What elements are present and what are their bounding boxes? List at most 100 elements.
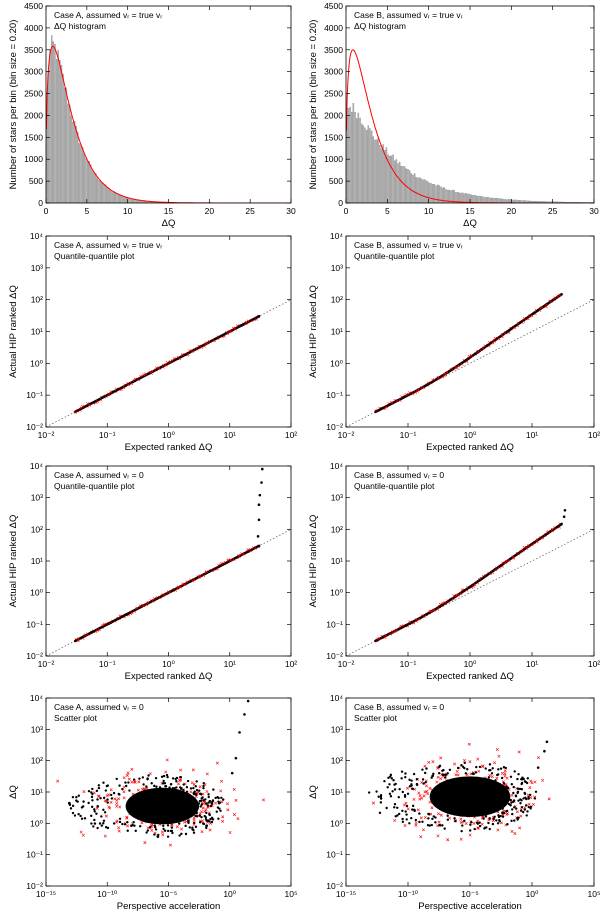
scatter-model-point — [523, 805, 527, 809]
histogram-bar — [478, 195, 480, 203]
histogram-bar — [126, 197, 128, 203]
scatter-point — [533, 797, 537, 800]
scatter-point — [410, 787, 414, 790]
scatter-point — [128, 789, 131, 792]
scatter-point — [154, 828, 158, 831]
scatter-point — [388, 792, 392, 796]
qq-model-point — [504, 559, 509, 564]
scatter-point — [529, 793, 532, 797]
scatter-point — [130, 824, 133, 828]
scatter-point — [118, 793, 121, 796]
scatter-model-point — [464, 821, 468, 825]
scatter-model-point — [236, 817, 240, 821]
histogram-bar — [471, 195, 474, 203]
scatter-point — [502, 782, 506, 785]
y-axis-label: Actual HIP ranked ΔQ — [308, 285, 319, 378]
scatter-point — [460, 764, 463, 767]
scatter-point — [100, 815, 103, 818]
panel-title-line: Quantile-quantile plot — [354, 481, 435, 491]
x-tick-label: 10² — [588, 430, 600, 440]
scatter-model-point — [81, 833, 85, 837]
scatter-model-point — [423, 815, 427, 820]
scatter-model-point — [526, 793, 530, 797]
scatter-point — [214, 796, 217, 800]
histogram-bar — [72, 121, 74, 203]
y-tick-label: 3000 — [24, 67, 43, 77]
histogram-bar — [116, 193, 118, 203]
scatter-model-point — [541, 778, 545, 782]
scatter-point — [80, 817, 84, 820]
x-axis-label: Expected ranked ΔQ — [426, 442, 514, 453]
scatter-point — [414, 818, 418, 822]
histogram-bar — [423, 179, 426, 203]
scatter-model-point — [176, 782, 181, 786]
scatter-model-point — [226, 808, 230, 812]
histogram-bar — [75, 126, 77, 203]
histogram-bar — [526, 200, 528, 203]
scatter-point — [171, 831, 174, 835]
scatter-point — [424, 781, 427, 784]
scatter-model-point — [175, 825, 179, 829]
scatter-model-point — [404, 801, 408, 805]
histogram-bar — [422, 179, 424, 203]
scatter-point — [511, 808, 514, 811]
scatter-point — [454, 819, 457, 823]
y-tick-label: 10¹ — [331, 327, 343, 337]
scatter-point — [392, 779, 395, 782]
scatter-point — [511, 812, 514, 816]
scatter-point — [200, 799, 203, 803]
scatter-point — [437, 772, 441, 775]
x-tick-label: 10⁰ — [526, 889, 539, 899]
scatter-model-point — [115, 802, 119, 806]
scatter-point — [95, 789, 99, 793]
y-tick-label: 10¹ — [31, 556, 43, 566]
scatter-point — [490, 772, 494, 775]
scatter-point — [431, 774, 435, 778]
panel-title-line: Quantile-quantile plot — [54, 481, 135, 491]
scatter-point — [93, 818, 96, 822]
scatter-point — [496, 773, 500, 776]
qq-model-point — [456, 593, 460, 597]
y-tick-label: 1000 — [24, 154, 43, 164]
histogram-bar — [461, 192, 464, 203]
y-axis-label: ΔQ — [8, 785, 19, 799]
scatter-point — [197, 802, 201, 805]
scatter-model-point — [436, 775, 440, 779]
scatter-model-point — [529, 796, 533, 800]
histogram-bar — [392, 154, 394, 203]
y-tick-label: 10⁻² — [26, 422, 43, 432]
scatter-point — [202, 782, 205, 785]
histogram-bar — [489, 197, 492, 203]
histogram-bar — [415, 177, 417, 203]
scatter-point — [421, 768, 424, 771]
histogram-bar — [360, 123, 363, 203]
histogram-bar — [121, 195, 123, 203]
scatter-point — [77, 794, 80, 797]
histogram-bar — [104, 184, 107, 203]
scatter-model-point — [455, 769, 459, 773]
scatter-point — [423, 771, 427, 775]
scatter-model-point — [179, 827, 184, 831]
scatter-point — [106, 826, 110, 830]
x-axis-label: Expected ranked ΔQ — [125, 671, 213, 682]
scatter-point — [408, 778, 411, 781]
scatter-point — [158, 786, 162, 789]
qq-outlier — [261, 467, 264, 471]
histogram-bar — [369, 128, 371, 203]
scatter-point — [186, 779, 190, 783]
x-tick-label: 0 — [44, 206, 49, 216]
scatter-point — [112, 822, 116, 825]
y-tick-label: 10¹ — [331, 556, 343, 566]
scatter-model-point — [113, 797, 117, 801]
scatter-point — [517, 816, 520, 819]
y-tick-label: 10⁰ — [330, 588, 343, 598]
panel-title-line: Scatter plot — [54, 713, 98, 723]
y-tick-label: 10² — [31, 756, 43, 766]
scatter-point — [520, 777, 523, 781]
qq-model-point — [102, 622, 107, 626]
scatter-point — [110, 797, 114, 800]
scatter-cloud — [429, 776, 511, 818]
scatter-point — [90, 805, 94, 809]
y-tick-label: 10² — [331, 756, 343, 766]
y-tick-label: 500 — [29, 176, 43, 186]
